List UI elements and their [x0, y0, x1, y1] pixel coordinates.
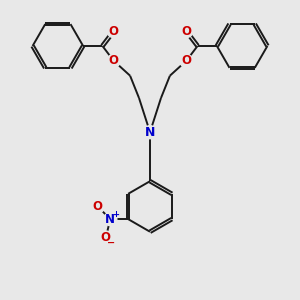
Text: −: −: [107, 238, 116, 248]
Text: O: O: [109, 54, 119, 67]
Circle shape: [143, 126, 157, 139]
Circle shape: [99, 231, 112, 244]
Circle shape: [180, 54, 193, 68]
Circle shape: [104, 213, 117, 226]
Circle shape: [180, 25, 193, 38]
Text: O: O: [101, 231, 111, 244]
Text: O: O: [93, 200, 103, 213]
Text: O: O: [181, 25, 191, 38]
Text: +: +: [112, 210, 119, 219]
Circle shape: [107, 25, 120, 38]
Text: O: O: [109, 25, 119, 38]
Text: N: N: [145, 126, 155, 139]
Circle shape: [107, 54, 120, 68]
Text: N: N: [105, 213, 115, 226]
Text: O: O: [181, 54, 191, 67]
Circle shape: [91, 200, 104, 213]
